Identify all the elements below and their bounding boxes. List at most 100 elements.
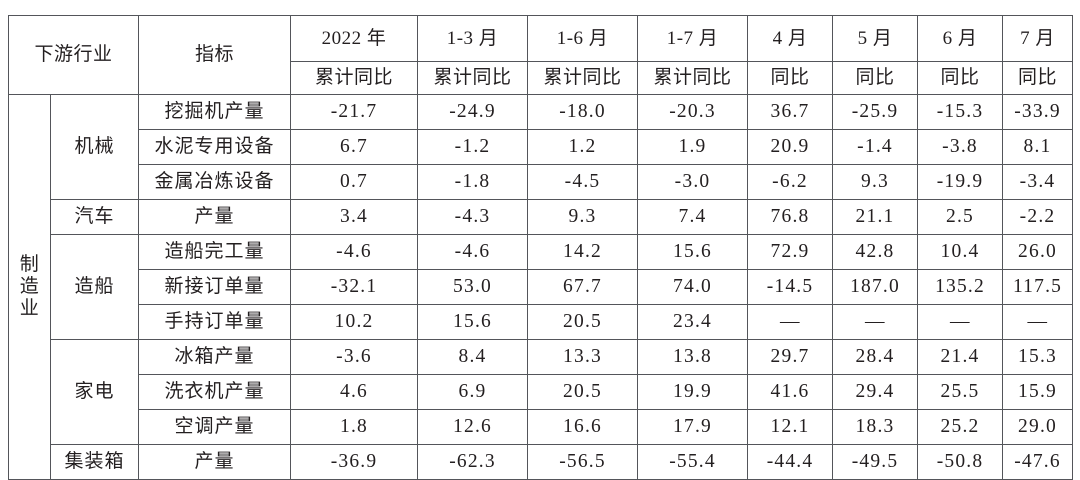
header-indicator: 指标: [138, 15, 292, 95]
header-period-3: 1-7 月: [637, 15, 749, 62]
data-cell: 13.3: [527, 339, 639, 375]
data-cell: 10.2: [290, 304, 419, 340]
data-cell: -6.2: [747, 164, 834, 200]
data-cell: 12.1: [747, 409, 834, 445]
data-cell: 0.7: [290, 164, 419, 200]
header-period-0: 2022 年: [290, 15, 419, 62]
data-cell: 15.9: [1002, 374, 1074, 410]
header-measure-2: 累计同比: [527, 61, 639, 95]
data-cell: -47.6: [1002, 444, 1074, 480]
data-cell: 36.7: [747, 94, 834, 130]
header-period-1: 1-3 月: [417, 15, 529, 62]
data-cell: 17.9: [637, 409, 749, 445]
table-row: 新接订单量 -32.1 53.0 67.7 74.0 -14.5 187.0 135.2 117…: [9, 269, 1074, 305]
data-cell: -1.8: [417, 164, 529, 200]
header-measure-5: 同比: [832, 61, 919, 95]
data-cell: -15.3: [917, 94, 1004, 130]
header-measure-7: 同比: [1002, 61, 1074, 95]
data-cell: 67.7: [527, 269, 639, 305]
data-cell: -50.8: [917, 444, 1004, 480]
data-cell: 15.3: [1002, 339, 1074, 375]
data-cell: —: [1002, 304, 1074, 340]
data-cell: -4.3: [417, 199, 529, 235]
data-cell: -4.6: [417, 234, 529, 270]
data-cell: -4.5: [527, 164, 639, 200]
table-row: 水泥专用设备 6.7 -1.2 1.2 1.9 20.9 -1.4 -3.8 8.1: [9, 129, 1074, 165]
table-row: 集装箱 产量 -36.9 -62.3 -56.5 -55.4 -44.4 -49.5 -50.8…: [9, 444, 1074, 480]
header-period-7: 7 月: [1002, 15, 1074, 62]
indicator-label: 手持订单量: [138, 304, 292, 340]
header-period-2: 1-6 月: [527, 15, 639, 62]
data-cell: -3.0: [637, 164, 749, 200]
data-cell: -20.3: [637, 94, 749, 130]
data-cell: 15.6: [637, 234, 749, 270]
data-cell: 1.2: [527, 129, 639, 165]
group-label-4: 集装箱: [49, 444, 140, 480]
group-label-1: 汽车: [49, 199, 140, 235]
data-cell: 7.4: [637, 199, 749, 235]
data-cell: 8.1: [1002, 129, 1074, 165]
data-cell: 10.4: [917, 234, 1004, 270]
data-cell: 1.8: [290, 409, 419, 445]
data-cell: 117.5: [1002, 269, 1074, 305]
data-cell: 42.8: [832, 234, 919, 270]
data-cell: -62.3: [417, 444, 529, 480]
data-cell: 26.0: [1002, 234, 1074, 270]
data-cell: 53.0: [417, 269, 529, 305]
header-measure-6: 同比: [917, 61, 1004, 95]
table-row: 制 造 业机械 挖掘机产量 -21.7 -24.9 -18.0 -20.3 36.7 -25.…: [8, 94, 1074, 480]
data-cell: 4.6: [290, 374, 419, 410]
data-cell: -3.6: [290, 339, 419, 375]
data-cell: 21.4: [917, 339, 1004, 375]
data-cell: 74.0: [637, 269, 749, 305]
data-cell: 20.9: [747, 129, 834, 165]
table-row: 洗衣机产量 4.6 6.9 20.5 19.9 41.6 29.4 25.5 15.9: [9, 374, 1074, 410]
data-cell: 29.7: [747, 339, 834, 375]
data-cell: 29.4: [832, 374, 919, 410]
data-cell: 28.4: [832, 339, 919, 375]
data-cell: -56.5: [527, 444, 639, 480]
indicator-label: 产量: [138, 199, 292, 235]
data-cell: 9.3: [832, 164, 919, 200]
table-row: 空调产量 1.8 12.6 16.6 17.9 12.1 18.3 25.2 29.0: [9, 409, 1074, 445]
indicator-label: 挖掘机产量: [138, 94, 292, 130]
table-row: 家电 冰箱产量 -3.6 8.4 13.3 13.8 29.7 28.4 21.4 15.3: [9, 339, 1074, 445]
table-row: 手持订单量 10.2 15.6 20.5 23.4— — — —: [9, 304, 1074, 340]
data-cell: 29.0: [1002, 409, 1074, 445]
data-cell: 15.6: [417, 304, 529, 340]
data-cell: -44.4: [747, 444, 834, 480]
data-cell: -33.9: [1002, 94, 1074, 130]
data-cell: 72.9: [747, 234, 834, 270]
data-cell: -3.4: [1002, 164, 1074, 200]
table-row: 汽车 产量 3.4 -4.3 9.3 7.4 76.8 21.1 2.5 -2.2: [9, 199, 1074, 235]
data-cell: -4.6: [290, 234, 419, 270]
indicator-label: 金属冶炼设备: [138, 164, 292, 200]
indicator-label: 冰箱产量: [138, 339, 292, 375]
data-cell: 12.6: [417, 409, 529, 445]
data-cell: 6.7: [290, 129, 419, 165]
data-cell: -49.5: [832, 444, 919, 480]
data-cell: 23.4: [637, 304, 749, 340]
data-cell: 20.5: [527, 304, 639, 340]
header-period-6: 6 月: [917, 15, 1004, 62]
data-cell: 135.2: [917, 269, 1004, 305]
data-cell: —: [832, 304, 919, 340]
data-cell: -2.2: [1002, 199, 1074, 235]
data-cell: 14.2: [527, 234, 639, 270]
data-cell: 21.1: [832, 199, 919, 235]
data-cell: -18.0: [527, 94, 639, 130]
data-cell: 6.9: [417, 374, 529, 410]
group-label-2: 造船: [49, 234, 140, 340]
indicator-label: 新接订单量: [138, 269, 292, 305]
header-period-5: 5 月: [832, 15, 919, 62]
data-cell: 41.6: [747, 374, 834, 410]
data-cell: -1.4: [832, 129, 919, 165]
data-cell: 1.9: [637, 129, 749, 165]
data-cell: -21.7: [290, 94, 419, 130]
data-cell: 13.8: [637, 339, 749, 375]
data-cell: 19.9: [637, 374, 749, 410]
data-cell: 76.8: [747, 199, 834, 235]
header-industry: 下游行业: [7, 15, 140, 95]
data-cell: —: [917, 304, 1004, 340]
